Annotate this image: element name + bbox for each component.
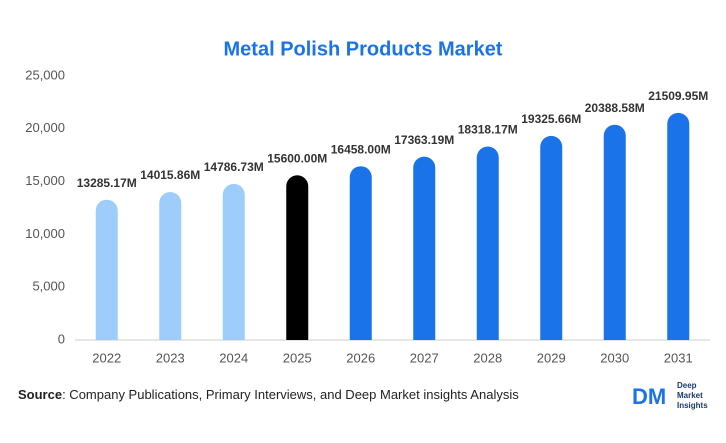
x-tick-label: 2028: [473, 350, 502, 365]
x-tick-label: 2027: [410, 350, 439, 365]
y-tick-label: 10,000: [25, 226, 65, 241]
value-label: 14015.86M: [140, 168, 200, 182]
bar: [667, 112, 690, 340]
x-tick-label: 2031: [664, 350, 693, 365]
y-tick-label: 20,000: [25, 120, 65, 135]
x-tick-label: 2025: [283, 350, 312, 365]
value-label: 19325.66M: [521, 112, 581, 126]
bar: [286, 175, 309, 340]
source: Source: Company Publications, Primary In…: [18, 387, 519, 402]
x-tick-label: 2023: [156, 350, 185, 365]
bar: [476, 146, 499, 340]
y-tick-label: 0: [58, 331, 65, 346]
value-label: 15600.00M: [267, 151, 327, 165]
bar: [540, 135, 563, 340]
x-tick-label: 2022: [92, 350, 121, 365]
bar: [349, 166, 372, 340]
value-label: 18318.17M: [458, 123, 518, 137]
value-label: 20388.58M: [585, 101, 645, 115]
bar: [95, 199, 118, 340]
value-label: 14786.73M: [204, 160, 264, 174]
logo-line: Insights: [677, 401, 708, 410]
value-label: 13285.17M: [77, 176, 137, 190]
y-tick-label: 15,000: [25, 173, 65, 188]
logo-mark: DM: [632, 384, 666, 409]
x-tick-label: 2026: [346, 350, 375, 365]
bar: [222, 183, 245, 340]
source-label: Source: [18, 387, 62, 402]
bar: [603, 124, 626, 341]
value-label: 17363.19M: [394, 133, 454, 147]
x-tick-label: 2024: [219, 350, 248, 365]
y-tick-label: 5,000: [32, 279, 65, 294]
x-tick-label: 2029: [537, 350, 566, 365]
value-label: 21509.95M: [648, 89, 708, 103]
chart-title: Metal Polish Products Market: [224, 38, 503, 60]
logo-line: Market: [677, 391, 703, 400]
logo-line: Deep: [677, 381, 697, 390]
value-label: 16458.00M: [331, 142, 391, 156]
bar: [413, 156, 436, 340]
source-text: : Company Publications, Primary Intervie…: [62, 387, 519, 402]
bar: [159, 191, 182, 340]
x-tick-label: 2030: [600, 350, 629, 365]
y-tick-label: 25,000: [25, 67, 65, 82]
